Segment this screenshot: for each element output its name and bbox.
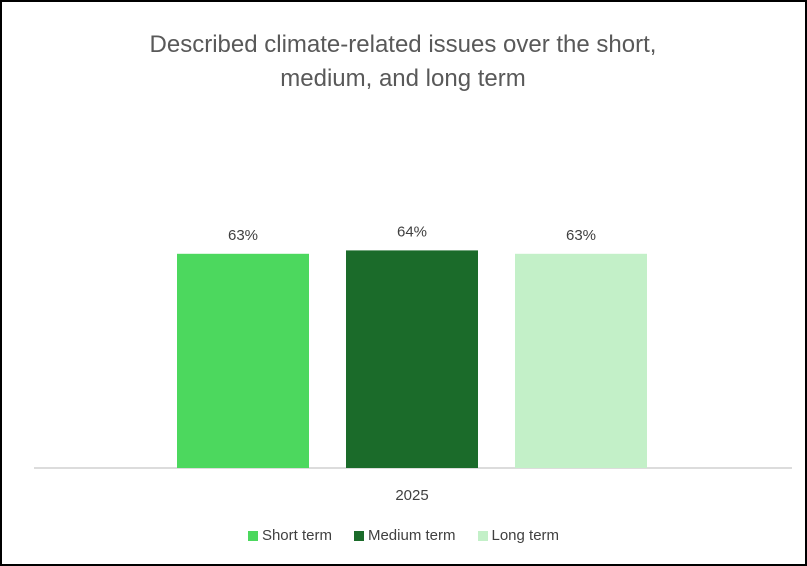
- legend-label: Medium term: [367, 527, 456, 544]
- bar-short-term: [177, 253, 309, 468]
- legend-swatch-medium-term: [353, 530, 364, 541]
- legend-swatch-long-term: [477, 530, 488, 541]
- legend-swatch-short-term: [247, 530, 258, 541]
- data-label-long-term: 63%: [566, 227, 596, 244]
- chart-title: Described climate-related issues over th…: [149, 31, 657, 92]
- legend: Short term Medium term Long term: [0, 527, 807, 544]
- bar-long-term: [515, 253, 647, 468]
- legend-label: Short term: [261, 527, 332, 544]
- legend-item-long-term: Long term: [477, 527, 560, 544]
- legend-item-short-term: Short term: [247, 527, 332, 544]
- bar-medium-term: [346, 250, 478, 468]
- data-label-medium-term: 64%: [397, 223, 427, 240]
- legend-label: Long term: [491, 527, 560, 544]
- data-label-short-term: 63%: [228, 227, 258, 244]
- legend-item-medium-term: Medium term: [353, 527, 456, 544]
- category-label: 2025: [395, 487, 428, 504]
